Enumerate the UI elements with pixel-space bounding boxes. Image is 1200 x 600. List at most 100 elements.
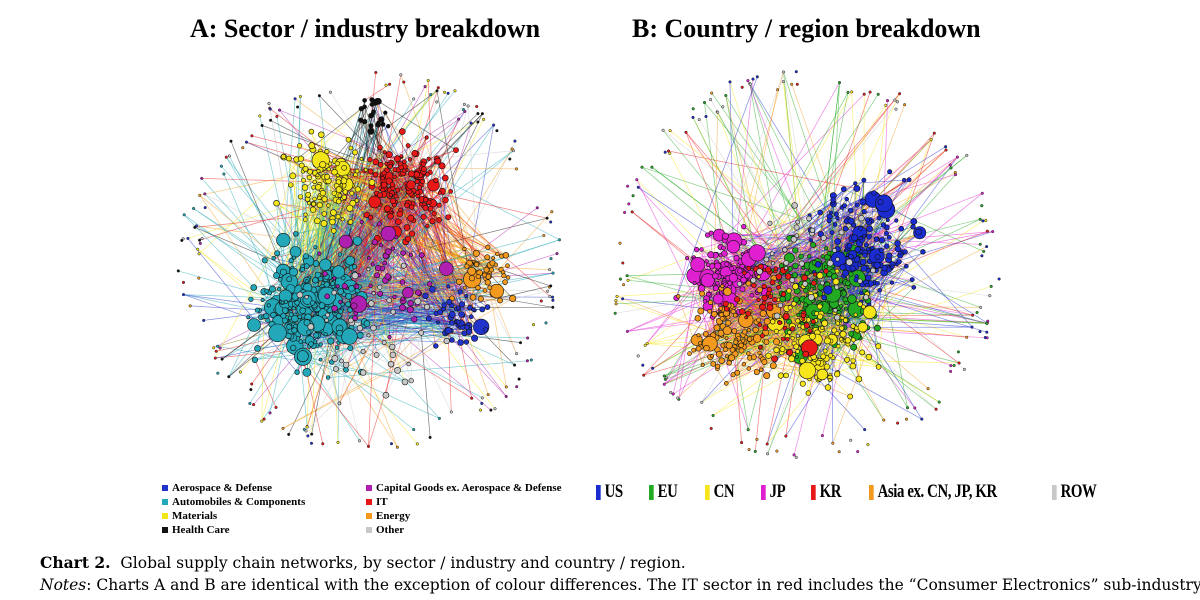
network-node <box>896 259 902 265</box>
network-node <box>422 204 429 211</box>
network-node <box>806 215 812 222</box>
network-node <box>335 312 342 319</box>
network-edge <box>373 292 513 299</box>
network-node <box>810 319 816 324</box>
network-node <box>706 291 711 297</box>
network-node <box>746 428 750 432</box>
network-edge <box>348 199 427 284</box>
network-node <box>929 138 933 142</box>
network-node <box>475 274 481 280</box>
network-node <box>363 211 370 218</box>
network-node <box>508 157 512 161</box>
network-node <box>419 252 425 258</box>
network-node <box>385 248 392 255</box>
network-node <box>429 218 436 225</box>
network-node <box>320 220 328 227</box>
network-node <box>548 268 552 272</box>
network-node <box>887 169 893 175</box>
network-node <box>820 280 825 286</box>
network-node <box>273 200 280 207</box>
network-node <box>862 233 867 238</box>
network-edge <box>669 153 712 234</box>
network-node <box>704 232 711 238</box>
network-node <box>758 345 763 350</box>
network-node <box>829 210 833 215</box>
network-node <box>310 206 317 213</box>
network-node <box>371 291 376 296</box>
network-node <box>834 238 841 245</box>
network-node <box>913 406 917 410</box>
network-edge <box>282 324 469 429</box>
network-node <box>971 313 975 317</box>
network-node <box>765 442 769 446</box>
network-node <box>799 380 806 387</box>
network-node <box>786 349 793 356</box>
network-node <box>525 359 529 363</box>
network-node <box>475 285 481 291</box>
network-node <box>446 284 451 289</box>
network-edge <box>336 115 373 284</box>
network-node <box>513 139 517 143</box>
network-node <box>863 305 877 319</box>
network-node <box>354 186 361 193</box>
network-node <box>714 262 722 270</box>
network-node <box>854 246 861 253</box>
network-node <box>368 123 374 129</box>
network-node <box>832 222 838 227</box>
network-edge <box>294 98 507 256</box>
network-node <box>482 327 489 333</box>
network-node <box>354 198 359 203</box>
network-node <box>830 197 836 203</box>
network-node <box>792 453 796 457</box>
network-node <box>722 326 732 336</box>
network-node <box>730 372 736 378</box>
network-node <box>703 345 710 352</box>
network-node <box>755 437 759 441</box>
network-node <box>962 367 966 371</box>
network-node <box>491 256 496 261</box>
network-node <box>290 344 297 352</box>
network-node <box>832 247 837 253</box>
network-node <box>476 120 480 124</box>
network-node <box>381 340 387 345</box>
network-edge <box>747 80 829 291</box>
network-node <box>920 249 926 255</box>
network-node <box>426 281 433 287</box>
network-node <box>756 297 761 302</box>
network-node <box>352 236 363 246</box>
network-node <box>621 261 625 265</box>
network-node <box>306 329 312 335</box>
network-node <box>807 328 813 334</box>
network-node <box>449 410 453 414</box>
network-node <box>281 307 289 314</box>
network-node <box>841 186 847 192</box>
network-node <box>710 361 716 367</box>
network-edge <box>644 282 695 346</box>
network-node <box>457 289 463 295</box>
network-node <box>479 306 486 313</box>
network-edge <box>318 170 393 185</box>
network-node <box>786 318 792 325</box>
network-node <box>692 281 697 286</box>
network-node <box>795 219 800 225</box>
network-node <box>194 224 199 228</box>
network-node <box>785 273 792 280</box>
network-node <box>837 81 842 85</box>
network-node <box>668 151 672 155</box>
network-node <box>745 280 752 287</box>
network-node <box>280 300 285 305</box>
network-node <box>402 80 406 84</box>
network-edge <box>421 254 453 324</box>
network-node <box>861 304 866 310</box>
network-node <box>331 168 338 176</box>
network-node <box>380 176 385 181</box>
network-node <box>886 234 892 240</box>
network-node <box>197 252 201 256</box>
network-node <box>387 361 395 368</box>
network-node <box>546 289 550 293</box>
network-node <box>857 322 868 333</box>
network-node <box>510 147 514 151</box>
network-node <box>823 337 831 345</box>
network-node <box>293 231 299 237</box>
network-node <box>370 324 377 332</box>
